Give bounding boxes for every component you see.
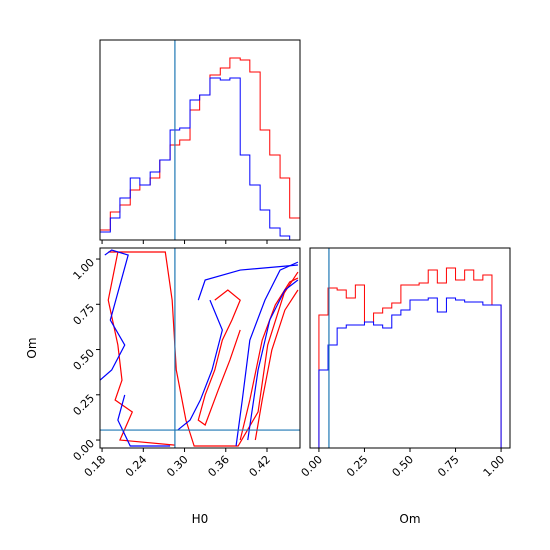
- panel-frame: [99, 39, 301, 241]
- x-axis-label: Om: [399, 512, 420, 526]
- y-tick-label: 0.25: [71, 392, 98, 419]
- x-tick-label: 0.75: [435, 453, 462, 480]
- contour-line: [247, 279, 299, 441]
- contour-line: [235, 261, 299, 447]
- x-tick-label: 0.25: [344, 453, 371, 480]
- y-tick-label: 1.00: [71, 256, 98, 283]
- x-tick-label: 0.42: [247, 453, 274, 480]
- contour-line: [107, 251, 175, 446]
- x-tick-label: 0.36: [205, 453, 232, 480]
- y-tick-label: 0.75: [71, 301, 98, 328]
- contour-line: [197, 264, 298, 301]
- histogram-step: [318, 297, 502, 448]
- x-tick-label: 0.24: [123, 453, 150, 480]
- x-tick-label: 0.00: [299, 453, 326, 480]
- x-tick-label: 0.50: [390, 453, 417, 480]
- panel-frame: [99, 247, 301, 449]
- contour-line: [117, 394, 171, 447]
- contour-line: [254, 289, 299, 441]
- contour-line: [197, 289, 241, 426]
- contour-line: [100, 249, 129, 381]
- contour-line: [108, 251, 299, 447]
- x-tick-label: 1.00: [481, 453, 508, 480]
- x-axis-label: H0: [192, 512, 209, 526]
- y-axis-label: Om: [25, 337, 39, 358]
- y-tick-label: 0.50: [71, 346, 98, 373]
- histogram-step: [318, 267, 502, 448]
- contour-line: [177, 299, 223, 431]
- panel-frame: [309, 247, 511, 449]
- histogram-step: [100, 77, 300, 240]
- x-tick-label: 0.30: [164, 453, 191, 480]
